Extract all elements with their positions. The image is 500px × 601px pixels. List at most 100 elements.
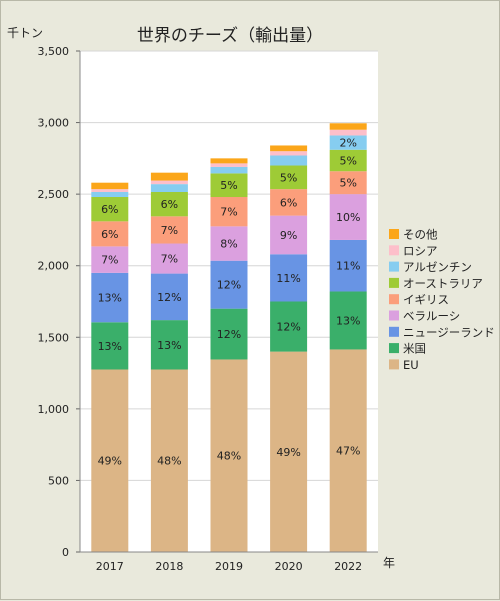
legend-item: オーストラリア bbox=[389, 276, 483, 290]
bar-segment bbox=[91, 369, 129, 552]
data-label: 47% bbox=[336, 445, 360, 458]
legend-item: ベラルーシ bbox=[389, 309, 460, 323]
data-label: 5% bbox=[280, 171, 297, 184]
y-tick-label: 3,000 bbox=[38, 117, 70, 130]
data-label: 12% bbox=[276, 321, 300, 334]
bar-segment bbox=[150, 320, 188, 370]
bar-segment bbox=[91, 322, 129, 370]
y-tick-label: 1,000 bbox=[38, 403, 70, 416]
data-label: 10% bbox=[336, 211, 360, 224]
data-label: 5% bbox=[339, 177, 356, 190]
data-label: 13% bbox=[336, 314, 360, 327]
data-label: 11% bbox=[336, 260, 360, 273]
x-tick-label: 2019 bbox=[215, 560, 243, 573]
bar-segment bbox=[210, 226, 248, 261]
data-label: 11% bbox=[276, 272, 300, 285]
chart-title: 世界のチーズ（輸出量） bbox=[137, 26, 323, 46]
bar-segment bbox=[270, 215, 308, 255]
data-label: 9% bbox=[280, 229, 297, 242]
data-label: 6% bbox=[161, 198, 178, 211]
legend-swatch bbox=[389, 343, 399, 354]
bar-segment bbox=[150, 172, 188, 181]
bar-segment bbox=[329, 194, 367, 240]
data-label: 13% bbox=[98, 340, 122, 353]
bar-segment bbox=[329, 149, 367, 172]
bar-segment bbox=[270, 254, 308, 302]
y-tick-label: 500 bbox=[48, 474, 69, 487]
legend-swatch bbox=[389, 229, 399, 239]
bar-segment bbox=[270, 351, 308, 552]
bar-segment bbox=[150, 191, 188, 217]
data-label: 5% bbox=[220, 179, 237, 192]
x-tick-label: 2017 bbox=[96, 560, 124, 573]
bar-segment bbox=[91, 191, 129, 198]
bar-segment bbox=[210, 163, 248, 167]
legend-item: その他 bbox=[389, 228, 438, 242]
legend-swatch bbox=[389, 261, 399, 272]
x-tick-label: 2020 bbox=[275, 560, 303, 573]
bar-segment bbox=[91, 246, 129, 273]
legend-item: ニュージーランド bbox=[389, 325, 495, 339]
bar-segment bbox=[91, 189, 129, 192]
legend-swatch bbox=[389, 326, 399, 337]
bar-segment bbox=[150, 273, 188, 321]
legend-label: オーストラリア bbox=[403, 276, 483, 290]
x-tick-label: 2018 bbox=[155, 560, 183, 573]
data-label: 5% bbox=[339, 155, 356, 168]
legend-swatch bbox=[389, 359, 399, 370]
legend-label: ニュージーランド bbox=[403, 325, 495, 339]
legend-swatch bbox=[389, 310, 399, 321]
data-label: 12% bbox=[217, 279, 241, 292]
data-label: 7% bbox=[101, 254, 118, 267]
bar-segment bbox=[270, 155, 308, 166]
data-label: 48% bbox=[157, 455, 181, 468]
bar-segment bbox=[210, 308, 248, 360]
bar-segment bbox=[270, 151, 308, 156]
bar-segment bbox=[91, 221, 129, 247]
data-label: 2% bbox=[339, 137, 356, 150]
bar-segment bbox=[329, 291, 367, 350]
bar-segment bbox=[150, 243, 188, 274]
bar-segment bbox=[150, 180, 188, 185]
legend-item: ロシア bbox=[389, 244, 438, 258]
legend-swatch bbox=[389, 294, 399, 305]
data-label: 12% bbox=[217, 328, 241, 341]
y-axis-label: 千トン bbox=[7, 26, 43, 40]
bar-segment bbox=[150, 216, 188, 244]
data-label: 7% bbox=[220, 206, 237, 219]
data-label: 12% bbox=[157, 291, 181, 304]
bar-segment bbox=[91, 197, 129, 222]
bar-segment bbox=[329, 239, 367, 292]
legend-label: EU bbox=[403, 358, 419, 372]
legend-label: ロシア bbox=[403, 244, 438, 258]
legend-label: アルゼンチン bbox=[403, 260, 472, 274]
bar-segment bbox=[329, 349, 367, 552]
data-label: 13% bbox=[157, 339, 181, 352]
data-label: 49% bbox=[98, 455, 122, 468]
data-label: 13% bbox=[98, 292, 122, 305]
data-label: 6% bbox=[280, 196, 297, 209]
bar-segment bbox=[210, 197, 248, 227]
bar-segment bbox=[329, 171, 367, 195]
bar-segment bbox=[270, 189, 308, 216]
bars: 49% 13% 13% 7% 6% 6% 48% 13% 12% 7% 7% 6% 48% 12% 12% 8… bbox=[91, 123, 367, 552]
y-tick-label: 2,500 bbox=[38, 188, 70, 201]
bar-segment bbox=[270, 145, 308, 152]
bar-segment bbox=[210, 173, 248, 198]
data-label: 6% bbox=[101, 203, 118, 216]
bar-segment bbox=[329, 129, 367, 136]
x-tick-label: 2022 bbox=[334, 560, 362, 573]
legend-swatch bbox=[389, 277, 399, 288]
legend-item: EU bbox=[389, 358, 419, 372]
y-tick-label: 2,000 bbox=[38, 260, 70, 273]
legend-label: その他 bbox=[403, 228, 438, 242]
x-axis-label: 年 bbox=[383, 556, 395, 570]
bar-segment bbox=[91, 272, 129, 323]
bar-segment bbox=[210, 359, 248, 552]
bar-segment bbox=[329, 123, 367, 130]
bar-segment bbox=[210, 166, 248, 174]
y-tick-label: 3,500 bbox=[38, 45, 70, 58]
legend-swatch bbox=[389, 245, 399, 256]
axes: 0 500 1,000 1,500 2,000 2,500 3,000 3,500 2017 20… bbox=[38, 45, 378, 573]
